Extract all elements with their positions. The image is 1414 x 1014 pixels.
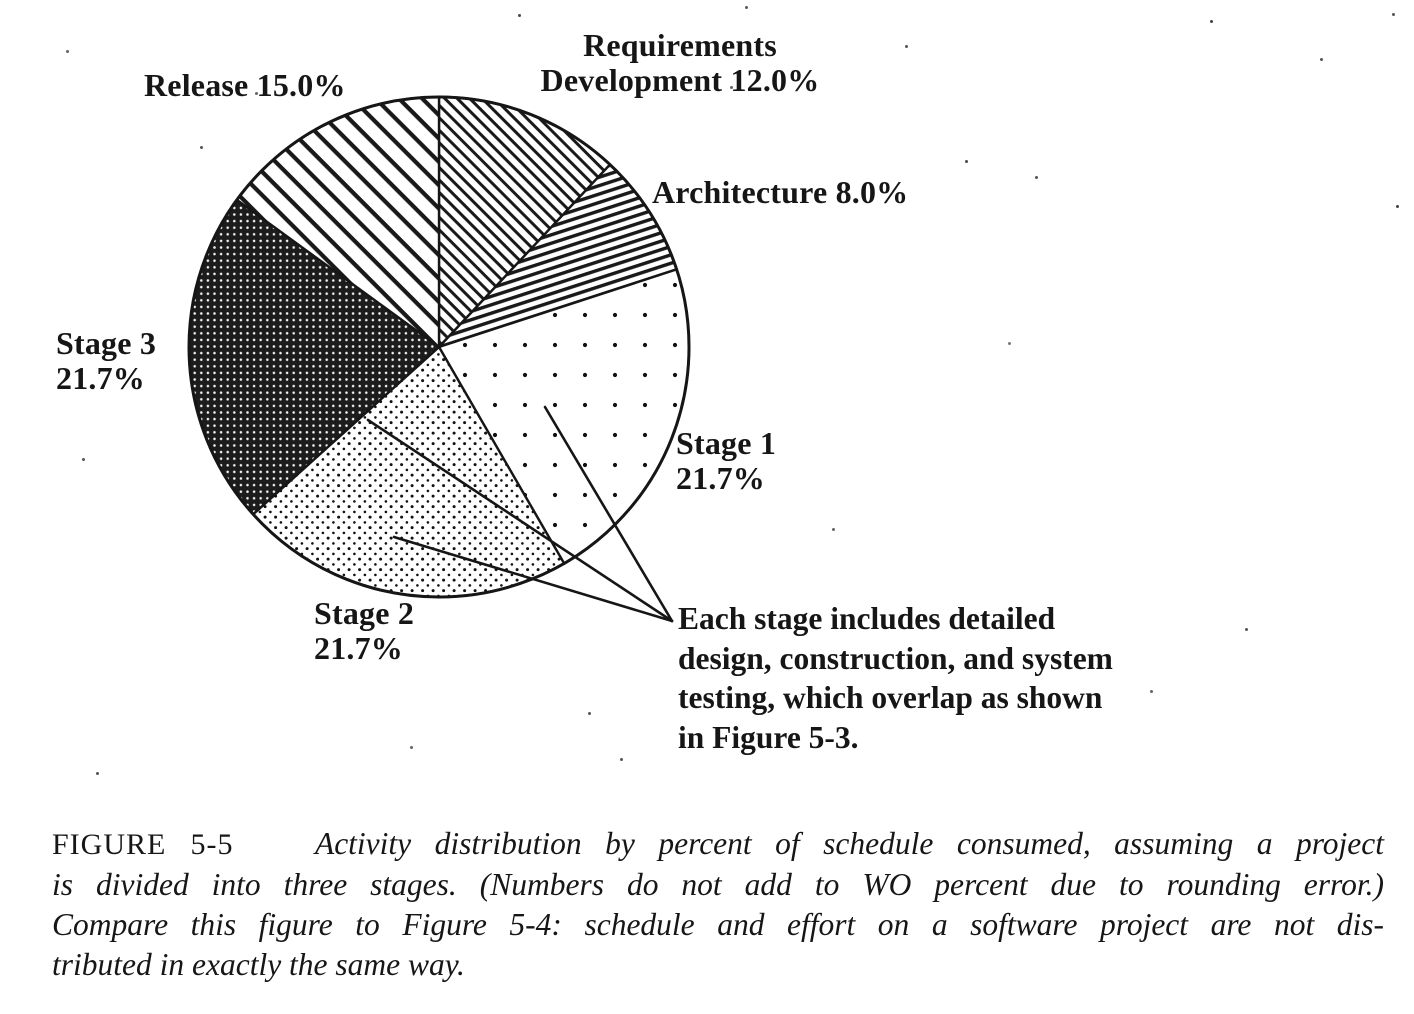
label-line: Stage 1 (676, 425, 777, 461)
label-line: Architecture 8.0% (652, 174, 909, 210)
figure-number: FIGURE 5-5 (52, 828, 234, 861)
label-line: Release 15.0% (144, 67, 346, 103)
label-release: Release 15.0% (144, 68, 346, 103)
callout-line-stage3 (366, 418, 674, 623)
label-requirements-development: Requirements Development 12.0% (470, 28, 890, 98)
pie-outline (187, 95, 691, 599)
pie-slices (187, 95, 691, 599)
annotation-line: in Figure 5-3. (678, 719, 859, 755)
label-line: 21.7% (56, 360, 145, 396)
caption-line: FIGURE 5-5 Activity distribution by perc… (52, 824, 1384, 865)
label-line: 21.7% (314, 630, 403, 666)
caption-line: tributed in exactly the same way. (52, 947, 465, 982)
caption-text: Activity distribution by percent of sche… (314, 826, 1384, 861)
label-architecture: Architecture 8.0% (652, 175, 908, 210)
label-line: Stage 3 (56, 325, 157, 361)
label-stage3: Stage 3 21.7% (56, 326, 156, 396)
label-line: Development 12.0% (540, 62, 820, 98)
label-line: 21.7% (676, 460, 765, 496)
annotation-line: design, construction, and system (678, 640, 1113, 676)
label-stage1: Stage 1 21.7% (676, 426, 776, 496)
label-stage2: Stage 2 21.7% (314, 596, 414, 666)
annotation-line: Each stage includes detailed (678, 601, 1056, 636)
stage-annotation: Each stage includes detailed design, con… (678, 599, 1258, 757)
callout-lines (366, 405, 674, 623)
caption-line: is divided into three stages. (Numbers d… (52, 867, 1384, 902)
annotation-line: testing, which overlap as shown (678, 680, 1103, 715)
figure-caption: FIGURE 5-5 Activity distribution by perc… (52, 824, 1384, 985)
callout-line-stage2 (392, 535, 674, 623)
caption-line: Compare this figure to Figure 5-4: sched… (52, 907, 1384, 942)
callout-line-stage1 (543, 405, 674, 623)
label-line: Requirements (583, 27, 777, 63)
label-line: Stage 2 (314, 595, 415, 631)
